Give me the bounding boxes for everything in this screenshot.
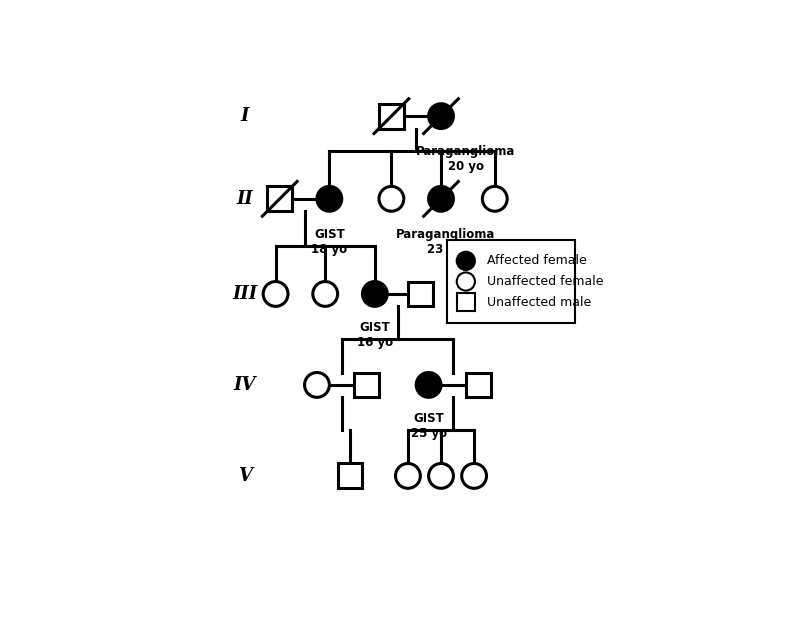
Circle shape	[457, 272, 475, 290]
Circle shape	[305, 373, 330, 397]
Text: GIST
18 yo: GIST 18 yo	[311, 228, 347, 256]
Circle shape	[395, 464, 420, 488]
Text: I: I	[240, 107, 249, 125]
Bar	[457, 293, 475, 312]
Bar	[466, 373, 490, 397]
Text: Paraganglioma
23 yo: Paraganglioma 23 yo	[395, 228, 495, 256]
Bar	[379, 103, 404, 128]
Bar	[354, 373, 379, 397]
Text: Unaffected female: Unaffected female	[486, 275, 603, 288]
Bar	[267, 186, 292, 211]
Text: Affected female: Affected female	[486, 254, 586, 267]
Circle shape	[482, 186, 507, 211]
Circle shape	[457, 252, 475, 270]
Circle shape	[379, 186, 404, 211]
Circle shape	[416, 373, 441, 397]
Circle shape	[313, 282, 338, 307]
Text: III: III	[232, 285, 257, 303]
Circle shape	[317, 186, 342, 211]
Circle shape	[429, 103, 454, 128]
Circle shape	[429, 186, 454, 211]
Circle shape	[429, 464, 454, 488]
Text: Paraganglioma
20 yo: Paraganglioma 20 yo	[416, 145, 515, 173]
Text: GIST
25 yo: GIST 25 yo	[410, 412, 446, 440]
Bar	[447, 240, 575, 323]
Bar	[338, 464, 362, 488]
Text: Unaffected male: Unaffected male	[486, 296, 590, 309]
Circle shape	[263, 282, 288, 307]
Text: IV: IV	[234, 376, 256, 394]
Text: V: V	[238, 467, 251, 485]
Circle shape	[362, 282, 387, 307]
Circle shape	[462, 464, 486, 488]
Text: GIST
16 yo: GIST 16 yo	[357, 321, 393, 349]
Bar	[408, 282, 433, 307]
Text: II: II	[236, 190, 253, 208]
